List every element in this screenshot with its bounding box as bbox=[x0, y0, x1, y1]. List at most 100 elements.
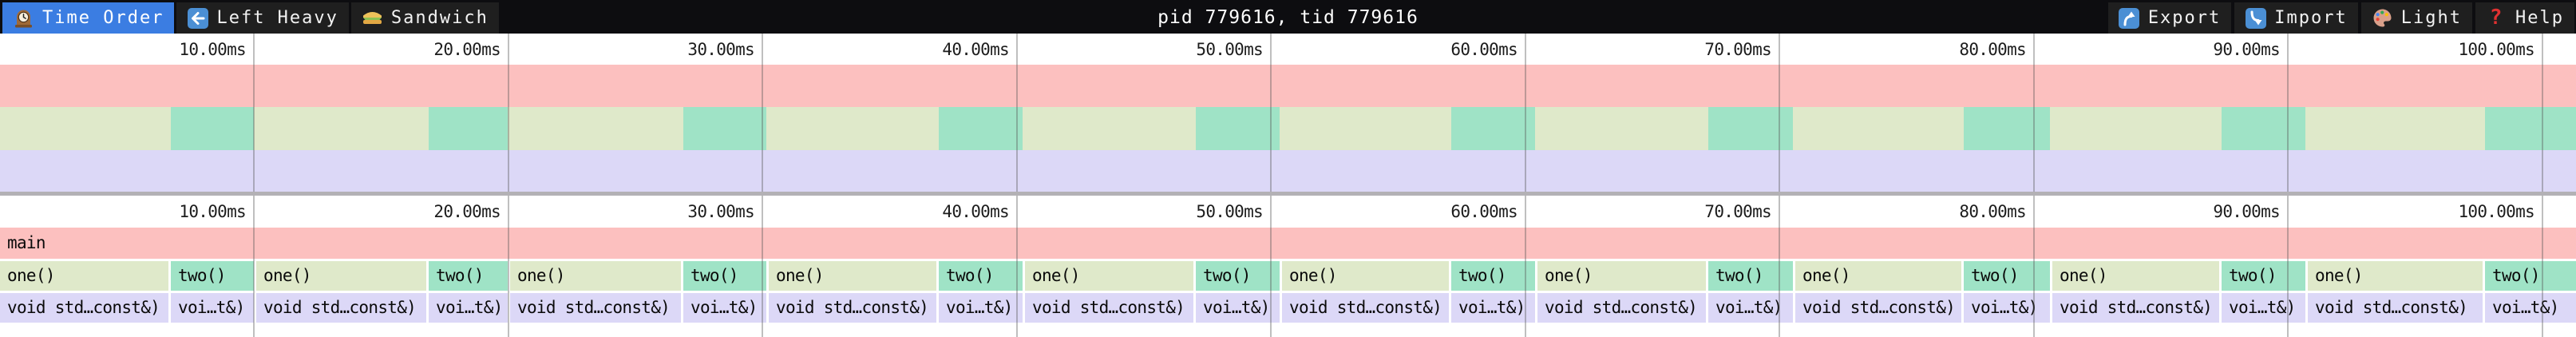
minimap-two-segment bbox=[939, 107, 1023, 150]
tab-sandwich[interactable]: Sandwich bbox=[350, 2, 499, 34]
frame-label: one() bbox=[263, 266, 311, 285]
frame-two-child[interactable]: voi…t&) bbox=[171, 293, 254, 323]
frame-label: void std…const&) bbox=[1032, 298, 1185, 317]
frame-one-child[interactable]: void std…const&) bbox=[1537, 293, 1706, 323]
frame-one-child[interactable]: void std…const&) bbox=[0, 293, 168, 323]
frame-one[interactable]: one() bbox=[1282, 261, 1449, 291]
minimap[interactable]: 10.00ms 20.00ms 30.00ms 40.00ms 50.00ms 60.00… bbox=[0, 34, 2576, 192]
frame-two[interactable]: two() bbox=[1964, 261, 2050, 291]
frame-label: voi…t&) bbox=[690, 298, 758, 317]
export-button[interactable]: Export bbox=[2107, 2, 2232, 34]
time-tick-label: 100.00ms bbox=[2458, 39, 2534, 59]
frame-label: void std…const&) bbox=[776, 298, 929, 317]
minimap-separator bbox=[0, 192, 2576, 196]
minimap-two-segment bbox=[429, 107, 508, 150]
frame-two-child[interactable]: voi…t&) bbox=[1451, 293, 1535, 323]
flame-row-functions: one() one() one() one() one() one() one() one()… bbox=[0, 261, 2576, 291]
frame-two[interactable]: two() bbox=[2222, 261, 2305, 291]
import-icon bbox=[2245, 7, 2266, 29]
frame-label: two() bbox=[178, 266, 226, 285]
frame-two[interactable]: two() bbox=[683, 261, 766, 291]
frame-one[interactable]: one() bbox=[2308, 261, 2483, 291]
frame-label: two() bbox=[1715, 266, 1763, 285]
time-tick-label: 70.00ms bbox=[1704, 39, 1771, 59]
frame-label: two() bbox=[2229, 266, 2277, 285]
import-button[interactable]: Import bbox=[2234, 2, 2358, 34]
frame-label: one() bbox=[2315, 266, 2363, 285]
help-button[interactable]: ? Help bbox=[2475, 2, 2574, 34]
frame-one-child[interactable]: void std…const&) bbox=[2308, 293, 2483, 323]
frame-label: void std…const&) bbox=[517, 298, 671, 317]
frame-label: void std…const&) bbox=[7, 298, 160, 317]
minimap-two-segment bbox=[2485, 107, 2576, 150]
time-tick-label: 50.00ms bbox=[1196, 202, 1263, 221]
frame-two-child[interactable]: voi…t&) bbox=[429, 293, 508, 323]
frame-label: void std…const&) bbox=[1802, 298, 1956, 317]
frame-one[interactable]: one() bbox=[1795, 261, 1961, 291]
flame-time-axis: 10.00ms 20.00ms 30.00ms 40.00ms 50.00ms 60.00… bbox=[0, 196, 2576, 228]
frame-label: one() bbox=[1289, 266, 1337, 285]
frame-one-child[interactable]: void std…const&) bbox=[1282, 293, 1449, 323]
tab-label: Sandwich bbox=[390, 8, 489, 28]
window-title: pid 779616, tid 779616 bbox=[1157, 7, 1419, 28]
frame-one[interactable]: one() bbox=[1537, 261, 1706, 291]
frame-two-child[interactable]: voi…t&) bbox=[1964, 293, 2050, 323]
frame-one-child[interactable]: void std…const&) bbox=[1025, 293, 1193, 323]
palette-icon bbox=[2372, 7, 2393, 29]
frame-one[interactable]: one() bbox=[2052, 261, 2219, 291]
frame-two[interactable]: two() bbox=[939, 261, 1023, 291]
help-icon: ? bbox=[2489, 6, 2504, 30]
minimap-two-segment bbox=[1964, 107, 2050, 150]
frame-label: one() bbox=[776, 266, 824, 285]
frame-label: voi…t&) bbox=[1203, 298, 1270, 317]
frame-one-child[interactable]: void std…const&) bbox=[1795, 293, 1961, 323]
tab-time-order[interactable]: Time Order bbox=[2, 2, 175, 34]
frame-one-child[interactable]: void std…const&) bbox=[769, 293, 936, 323]
time-tick-label: 80.00ms bbox=[1959, 39, 2026, 59]
action-label: Export bbox=[2147, 8, 2222, 28]
frame-main[interactable]: main bbox=[0, 228, 2576, 259]
frame-two-child[interactable]: voi…t&) bbox=[683, 293, 766, 323]
frame-one[interactable]: one() bbox=[769, 261, 936, 291]
tab-label: Left Heavy bbox=[216, 8, 338, 28]
frame-two-child[interactable]: voi…t&) bbox=[1196, 293, 1280, 323]
frame-one[interactable]: one() bbox=[256, 261, 426, 291]
frame-one-child[interactable]: void std…const&) bbox=[510, 293, 681, 323]
frame-two-child[interactable]: voi…t&) bbox=[2222, 293, 2305, 323]
light-button[interactable]: Light bbox=[2360, 2, 2473, 34]
frame-one-child[interactable]: void std…const&) bbox=[2052, 293, 2219, 323]
frame-two[interactable]: two() bbox=[1451, 261, 1535, 291]
time-tick-label: 30.00ms bbox=[687, 39, 754, 59]
frame-label: void std…const&) bbox=[263, 298, 417, 317]
frame-one[interactable]: one() bbox=[510, 261, 681, 291]
top-bar: Time Order Left Heavy Sandwich pid 779616,… bbox=[0, 0, 2576, 34]
frame-two[interactable]: two() bbox=[171, 261, 254, 291]
time-tick-label: 20.00ms bbox=[433, 202, 501, 221]
minimap-two-segment bbox=[1196, 107, 1280, 150]
frame-label: main bbox=[7, 233, 46, 252]
action-label: Import bbox=[2274, 8, 2348, 28]
minimap-two-segment bbox=[2222, 107, 2305, 150]
frame-two-child[interactable]: voi…t&) bbox=[1708, 293, 1793, 323]
frame-two[interactable]: two() bbox=[2485, 261, 2576, 291]
frame-one[interactable]: one() bbox=[0, 261, 168, 291]
frame-two-child[interactable]: voi…t&) bbox=[939, 293, 1023, 323]
minimap-two-segment bbox=[1451, 107, 1535, 150]
minimap-band-functions bbox=[0, 107, 2576, 150]
frame-one-child[interactable]: void std…const&) bbox=[256, 293, 426, 323]
frame-label: void std…const&) bbox=[2060, 298, 2213, 317]
frame-two[interactable]: two() bbox=[1196, 261, 1280, 291]
frame-two-child[interactable]: voi…t&) bbox=[2485, 293, 2576, 323]
tab-left-heavy[interactable]: Left Heavy bbox=[176, 2, 349, 34]
frame-one[interactable]: one() bbox=[1025, 261, 1193, 291]
minimap-time-axis: 10.00ms 20.00ms 30.00ms 40.00ms 50.00ms 60.00… bbox=[0, 34, 2576, 65]
frame-label: voi…t&) bbox=[1971, 298, 2038, 317]
frame-two[interactable]: two() bbox=[429, 261, 508, 291]
time-tick-label: 20.00ms bbox=[433, 39, 501, 59]
time-tick-label: 100.00ms bbox=[2458, 202, 2534, 221]
frame-label: two() bbox=[2492, 266, 2540, 285]
action-label: Light bbox=[2400, 8, 2463, 28]
time-tick-label: 70.00ms bbox=[1704, 202, 1771, 221]
frame-two[interactable]: two() bbox=[1708, 261, 1793, 291]
frame-label: void std…const&) bbox=[2315, 298, 2468, 317]
